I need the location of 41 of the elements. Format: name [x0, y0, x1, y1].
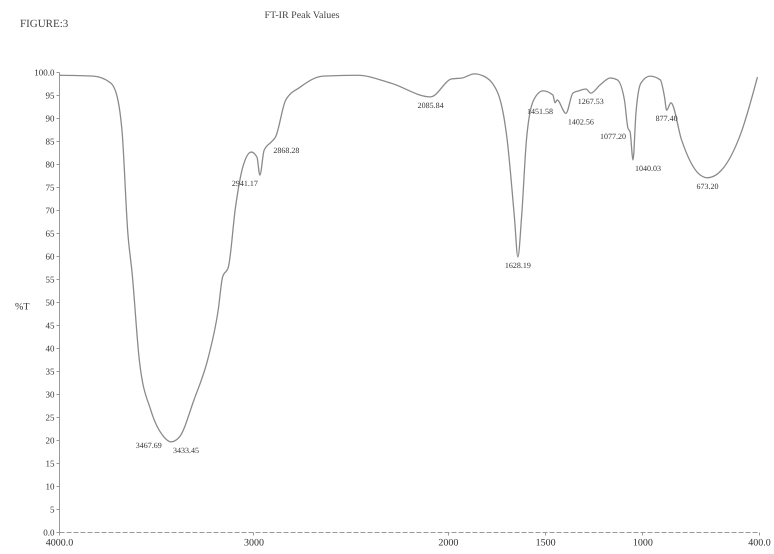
- y-tick-label: 40: [46, 344, 55, 354]
- y-tick-label: 80: [46, 160, 55, 170]
- y-tick-label: 20: [46, 436, 55, 446]
- x-tick-label: 4000.0: [46, 538, 74, 548]
- y-tick-label: 25: [46, 412, 55, 422]
- annotation: 673.20: [696, 182, 718, 191]
- y-tick-label: 10: [46, 482, 55, 492]
- y-tick-label: 75: [46, 182, 55, 192]
- y-tick-label: 100.0: [34, 68, 55, 78]
- y-tick-label: 30: [46, 390, 55, 400]
- y-tick-label: 15: [46, 458, 55, 468]
- annotation: 1077.20: [600, 132, 626, 142]
- x-tick-label: 1500: [536, 538, 556, 548]
- x-tick-label: 2000: [438, 538, 458, 548]
- y-tick-label: 35: [46, 366, 55, 376]
- annotation: 3467.69: [136, 440, 162, 450]
- x-tick-label: 3000: [244, 538, 264, 548]
- y-tick-label: 95: [46, 90, 55, 100]
- y-tick-label: 60: [46, 252, 55, 262]
- annotation: 3433.45: [173, 446, 199, 455]
- y-tick-label: 5: [50, 504, 55, 514]
- y-tick-label: 0.0: [43, 528, 55, 538]
- annotation: 1040.03: [635, 164, 661, 173]
- y-tick-label: 45: [46, 320, 55, 330]
- annotation: 2868.28: [273, 146, 300, 155]
- annotation: 1628.19: [504, 260, 531, 270]
- annotation: 1267.53: [578, 97, 604, 106]
- y-tick-label: 90: [46, 114, 55, 124]
- annotation: 2085.84: [418, 100, 444, 110]
- chart-title: FT-IR Peak Values: [264, 10, 340, 21]
- text: FIGURE:3: [20, 18, 68, 30]
- y-tick-label: 55: [46, 274, 55, 284]
- y-tick-label: 85: [46, 136, 55, 146]
- annotation: 1402.56: [568, 117, 594, 126]
- x-tick-label: 1000: [632, 538, 653, 548]
- y-tick-label: 70: [46, 206, 55, 216]
- y-tick-label: 65: [46, 228, 55, 238]
- y-tick-label: 50: [46, 298, 55, 308]
- line-series: [58, 73, 758, 442]
- x-tick-label: 400.0: [748, 538, 771, 548]
- y-axis-title: %T: [15, 302, 30, 313]
